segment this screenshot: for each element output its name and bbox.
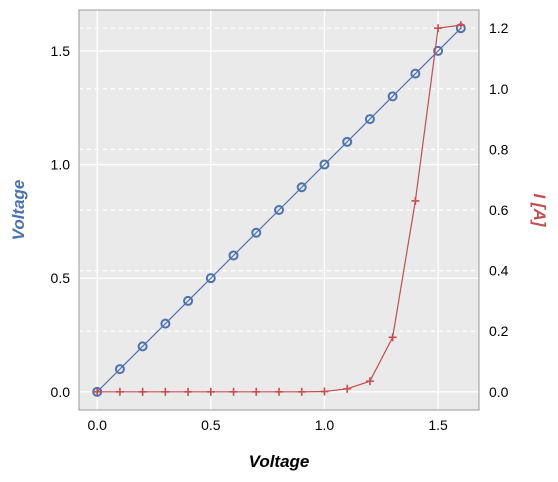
- series-1-point: [229, 387, 238, 396]
- y-right-tick-label: 0.4: [489, 263, 509, 279]
- y-axis-left-title: Voltage: [9, 180, 28, 241]
- series-0-point: [228, 250, 239, 261]
- y-right-tick-label: 1.0: [489, 81, 509, 97]
- series-1-point: [297, 387, 306, 396]
- series-0-point: [137, 341, 148, 352]
- y-right-tick-label: 1.2: [489, 20, 509, 36]
- series-0-point: [183, 295, 194, 306]
- x-tick-label: 1.0: [315, 417, 335, 433]
- series-0-point: [319, 159, 330, 170]
- series-1-point: [275, 387, 283, 396]
- y-right-tick-label: 0.8: [489, 141, 509, 157]
- plot-frame: [78, 9, 480, 411]
- series-1-point: [252, 387, 261, 396]
- ticks: 0.0 0.5 1.0 1.5 0.0 0.5 1.0 1.5 0.0 0.2 0.4 0.6 0.8 1…: [51, 20, 509, 433]
- y-axis-right-title: I [A]: [530, 193, 549, 227]
- series-0-point: [296, 182, 307, 193]
- y-right-tick-label: 0.0: [489, 384, 509, 400]
- y-right-tick-label: 0.2: [489, 323, 509, 339]
- y-right-tick-label: 0.6: [489, 202, 509, 218]
- x-axis-title: Voltage: [249, 452, 310, 471]
- series-1-point: [93, 387, 102, 396]
- y-left-tick-label: 1.0: [51, 157, 71, 173]
- series-0-point: [160, 318, 171, 329]
- series-1-point: [456, 21, 465, 30]
- series-0-point: [274, 205, 284, 215]
- series-1-point: [138, 387, 147, 396]
- series-0-point: [342, 136, 353, 147]
- y-left-tick-label: 0.0: [51, 384, 71, 400]
- series-0-point: [251, 227, 262, 238]
- x-tick-label: 1.5: [428, 417, 448, 433]
- series-layer: [92, 21, 466, 397]
- series-1-point: [343, 384, 352, 393]
- y-left-tick-label: 0.5: [51, 270, 71, 286]
- series-1-point: [184, 387, 193, 396]
- series-1-point: [411, 196, 420, 205]
- x-tick-label: 0.5: [201, 417, 221, 433]
- y-left-tick-label: 1.5: [51, 43, 71, 59]
- series-0-point: [433, 45, 444, 56]
- series-1-point: [320, 387, 329, 396]
- series-1-point: [434, 24, 443, 33]
- series-1-point: [365, 377, 374, 386]
- series-0-point: [387, 91, 398, 102]
- series-1-point: [161, 387, 170, 396]
- series-0-point: [114, 364, 125, 375]
- x-tick-label: 0.0: [87, 417, 107, 433]
- series-0-line: [96, 27, 462, 393]
- series-1-point: [115, 387, 124, 396]
- series-0-point: [364, 114, 375, 125]
- series-1-point: [388, 333, 397, 342]
- series-0-point: [205, 273, 216, 284]
- series-1-point: [206, 387, 215, 396]
- series-0-point: [410, 68, 421, 79]
